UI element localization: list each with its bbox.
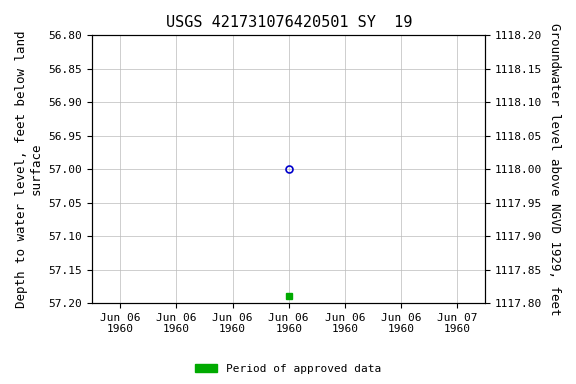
Legend: Period of approved data: Period of approved data [191,359,385,379]
Title: USGS 421731076420501 SY  19: USGS 421731076420501 SY 19 [165,15,412,30]
Y-axis label: Groundwater level above NGVD 1929, feet: Groundwater level above NGVD 1929, feet [548,23,561,316]
Y-axis label: Depth to water level, feet below land
surface: Depth to water level, feet below land su… [15,30,43,308]
